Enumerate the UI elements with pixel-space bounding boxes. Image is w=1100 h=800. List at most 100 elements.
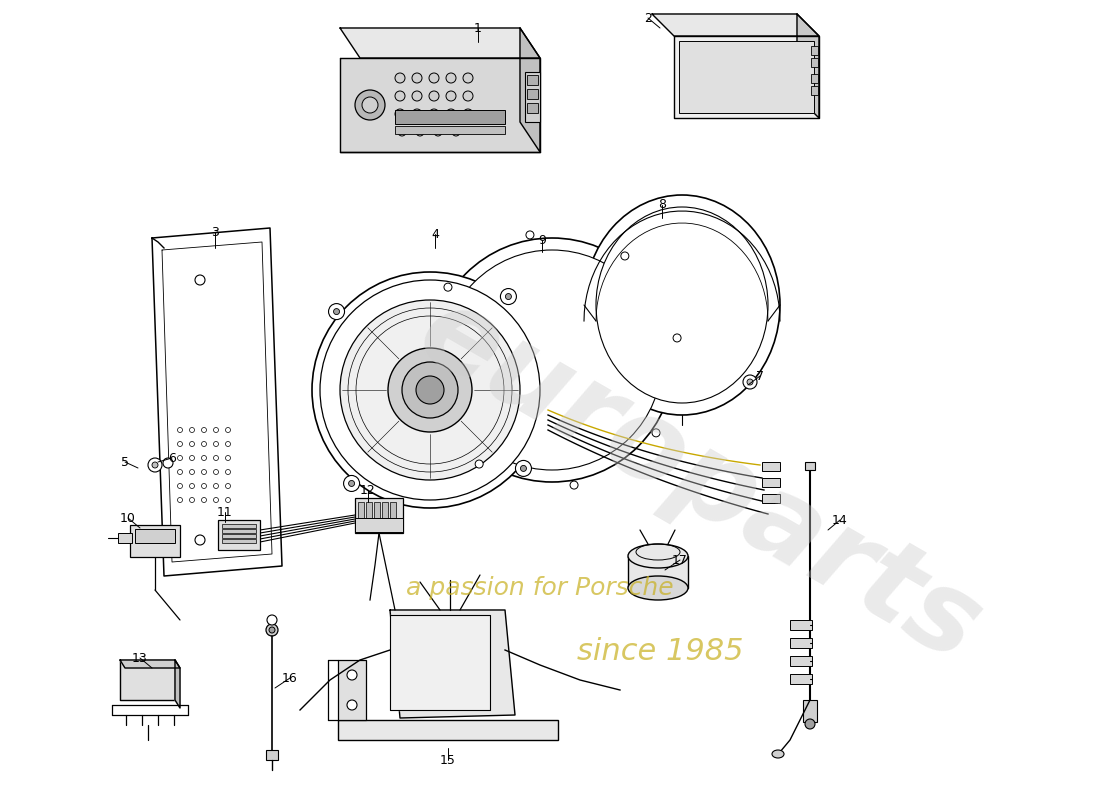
Ellipse shape [195,275,205,285]
Bar [527,89,538,99]
Ellipse shape [620,252,629,260]
Bar [338,660,366,720]
Polygon shape [162,242,272,562]
Bar [222,534,256,538]
Bar [811,46,818,55]
Ellipse shape [747,379,754,385]
Ellipse shape [442,250,662,470]
Ellipse shape [189,498,195,502]
Ellipse shape [213,427,219,433]
Bar [527,75,538,85]
Bar [118,533,132,543]
Ellipse shape [475,460,483,468]
Ellipse shape [266,624,278,636]
Ellipse shape [412,73,422,83]
Ellipse shape [177,442,183,446]
Ellipse shape [446,73,456,83]
Text: a passion for Porsche: a passion for Porsche [406,576,674,600]
Ellipse shape [505,294,512,299]
Ellipse shape [340,300,520,480]
Ellipse shape [429,91,439,101]
Ellipse shape [189,442,195,446]
Bar [395,110,505,124]
Ellipse shape [148,458,162,472]
Bar [628,556,688,588]
Bar [762,494,780,503]
Ellipse shape [463,91,473,101]
Bar [527,103,538,113]
Ellipse shape [267,615,277,625]
Ellipse shape [189,427,195,433]
Bar [790,638,812,648]
Ellipse shape [213,455,219,461]
Text: 2: 2 [645,11,652,25]
Polygon shape [120,660,180,668]
Bar [355,518,403,532]
Bar [130,525,180,557]
Text: 14: 14 [832,514,848,526]
Ellipse shape [412,109,422,119]
Ellipse shape [520,466,527,471]
Text: 17: 17 [672,554,688,566]
Text: 9: 9 [538,234,546,246]
Bar [366,502,372,518]
Bar [358,502,364,518]
Bar [222,539,256,543]
Ellipse shape [652,429,660,437]
Ellipse shape [177,455,183,461]
Bar [803,700,817,722]
Ellipse shape [742,375,757,389]
Ellipse shape [329,303,344,319]
Polygon shape [340,28,540,58]
Ellipse shape [177,483,183,489]
Ellipse shape [346,700,358,710]
Ellipse shape [628,544,688,568]
Ellipse shape [395,91,405,101]
Polygon shape [798,14,820,118]
Ellipse shape [446,91,456,101]
Ellipse shape [596,207,768,403]
Ellipse shape [355,90,385,120]
Text: 13: 13 [132,651,147,665]
Ellipse shape [201,427,207,433]
Ellipse shape [226,455,231,461]
Text: 5: 5 [121,455,129,469]
Polygon shape [674,36,820,118]
Text: 11: 11 [217,506,233,518]
Ellipse shape [226,498,231,502]
Polygon shape [175,660,180,708]
Ellipse shape [312,272,548,508]
Bar [762,462,780,471]
Ellipse shape [343,475,360,491]
Ellipse shape [463,109,473,119]
Ellipse shape [463,73,473,83]
Ellipse shape [226,427,231,433]
Ellipse shape [177,498,183,502]
Bar [135,529,175,543]
Ellipse shape [226,483,231,489]
Bar [222,524,256,528]
Text: 10: 10 [120,511,136,525]
Ellipse shape [189,470,195,474]
Bar [679,41,814,113]
Ellipse shape [177,427,183,433]
Ellipse shape [412,91,422,101]
Bar [390,502,396,518]
Ellipse shape [213,498,219,502]
Bar [338,720,558,740]
Ellipse shape [430,238,674,482]
Ellipse shape [362,97,378,113]
Ellipse shape [201,498,207,502]
Ellipse shape [584,195,780,415]
Bar [218,520,260,550]
Bar [790,620,812,630]
Ellipse shape [189,455,195,461]
Text: 8: 8 [658,198,666,211]
Ellipse shape [446,109,456,119]
Ellipse shape [388,348,472,432]
Ellipse shape [226,442,231,446]
Ellipse shape [500,289,516,305]
Ellipse shape [452,128,460,136]
Ellipse shape [805,719,815,729]
Text: 15: 15 [440,754,455,766]
